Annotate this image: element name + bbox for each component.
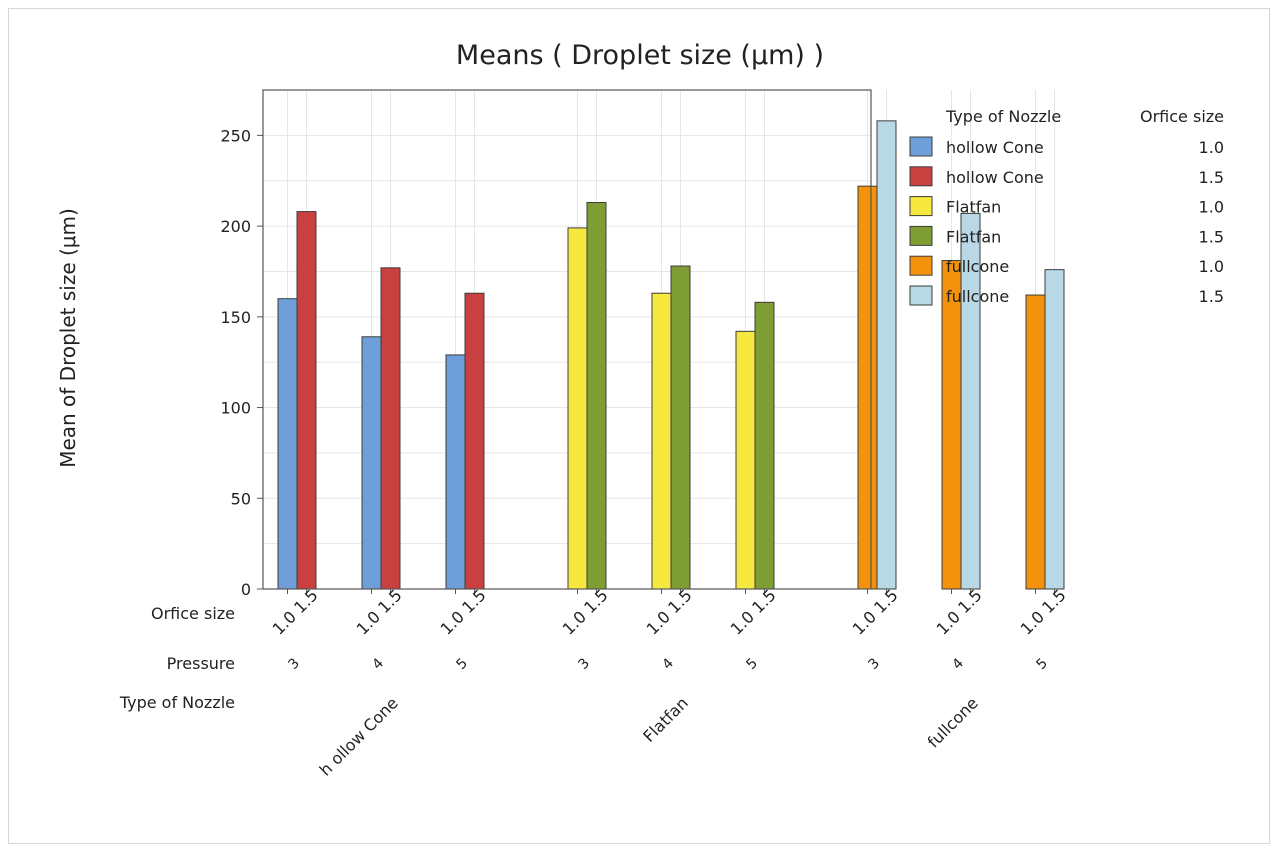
pressure-tick-label: 3 <box>865 655 883 673</box>
orifice-tick-label: 1.0 1.5 <box>269 586 322 639</box>
pressure-tick-label: 4 <box>949 655 967 673</box>
orifice-row-label: Orfice size <box>151 604 235 623</box>
nozzle-group-label: Flatfan <box>639 693 692 746</box>
legend-nozzle-label: hollow Cone <box>946 168 1044 187</box>
y-tick-label: 200 <box>220 217 251 236</box>
pressure-tick-label: 3 <box>575 655 593 673</box>
pressure-tick-label: 5 <box>743 655 761 673</box>
legend-orifice-label: 1.0 <box>1199 257 1224 276</box>
pressure-tick-label: 5 <box>1033 655 1051 673</box>
legend-orifice-label: 1.5 <box>1199 168 1224 187</box>
legend: Type of Nozzle Orfice size hollow Cone 1.… <box>909 107 1224 306</box>
bar <box>277 298 298 590</box>
legend-swatch <box>909 166 933 187</box>
plot-area <box>263 90 871 589</box>
bar <box>361 336 382 590</box>
bar <box>445 354 466 590</box>
bar <box>380 267 401 590</box>
pressure-tick-label: 3 <box>285 655 303 673</box>
pressure-tick-label: 4 <box>659 655 677 673</box>
legend-swatch <box>909 136 933 157</box>
plot-border <box>262 89 872 590</box>
chart-title: Means ( Droplet size (μm) ) <box>456 40 824 71</box>
orifice-tick-label: 1.0 1.5 <box>437 586 490 639</box>
legend-orifice-label: 1.5 <box>1199 227 1224 246</box>
orifice-tick-label: 1.0 1.5 <box>643 586 696 639</box>
bar <box>670 265 691 590</box>
bar <box>1025 294 1046 590</box>
pressure-row-label: Pressure <box>167 654 235 673</box>
legend-nozzle-label: hollow Cone <box>946 138 1044 157</box>
y-tick-label: 250 <box>220 126 251 145</box>
legend-swatch <box>909 225 933 246</box>
legend-swatch <box>909 285 933 306</box>
legend-swatch <box>909 196 933 217</box>
y-axis-label: Mean of Droplet size (μm) <box>56 208 80 468</box>
nozzle-group-label: fullcone <box>924 693 982 751</box>
bar <box>857 185 878 590</box>
bar <box>651 292 672 590</box>
bar <box>296 211 317 590</box>
nozzle-group-label: h ollow Cone <box>316 693 402 779</box>
bar <box>876 120 897 590</box>
bar <box>941 260 962 590</box>
bar <box>754 301 775 590</box>
y-tick-label: 0 <box>241 580 251 599</box>
legend-nozzle-label: Flatfan <box>946 227 1001 246</box>
legend-orifice-label: 1.5 <box>1199 287 1224 306</box>
bar <box>586 202 607 590</box>
pressure-tick-label: 5 <box>453 655 471 673</box>
legend-swatch <box>909 255 933 276</box>
legend-header-orifice: Orfice size <box>1140 107 1224 126</box>
orifice-tick-label: 1.0 1.5 <box>849 586 902 639</box>
y-tick-label: 150 <box>220 308 251 327</box>
orifice-tick-label: 1.0 1.5 <box>1017 586 1070 639</box>
bar <box>567 227 588 590</box>
legend-orifice-label: 1.0 <box>1199 198 1224 217</box>
bar <box>735 330 756 590</box>
nozzle-row-label: Type of Nozzle <box>119 693 235 712</box>
bar <box>1044 269 1065 590</box>
y-tick-label: 100 <box>220 399 251 418</box>
orifice-tick-label: 1.0 1.5 <box>559 586 612 639</box>
orifice-tick-label: 1.0 1.5 <box>727 586 780 639</box>
legend-orifice-label: 1.0 <box>1199 138 1224 157</box>
legend-nozzle-label: fullcone <box>946 287 1009 306</box>
legend-header-nozzle: Type of Nozzle <box>945 107 1061 126</box>
orifice-tick-label: 1.0 1.5 <box>933 586 986 639</box>
pressure-tick-label: 4 <box>369 655 387 673</box>
orifice-tick-label: 1.0 1.5 <box>353 586 406 639</box>
legend-nozzle-label: Flatfan <box>946 198 1001 217</box>
legend-nozzle-label: fullcone <box>946 257 1009 276</box>
y-tick-label: 50 <box>231 489 251 508</box>
bar <box>464 292 485 590</box>
